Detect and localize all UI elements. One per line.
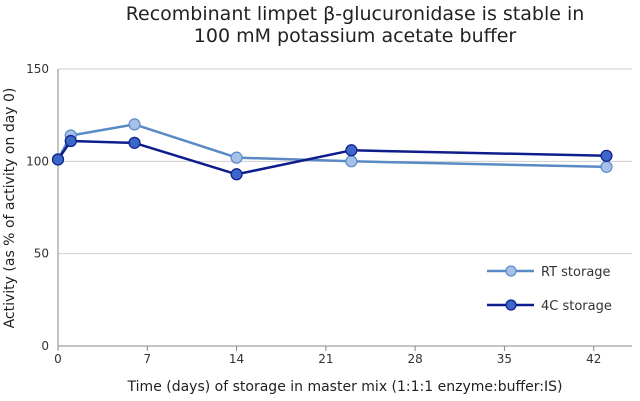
data-point-series-0: [345, 155, 358, 168]
y-tick-label: 50: [34, 247, 49, 261]
y-tick-label: 150: [26, 62, 49, 76]
x-tick-label: 42: [586, 352, 601, 366]
x-tick-label: 7: [143, 352, 151, 366]
y-tick-label: 100: [26, 154, 49, 168]
y-tick-label: 0: [41, 339, 49, 353]
chart-title-line-2: 100 mM potassium acetate buffer: [194, 25, 517, 47]
series-line-1: [56, 139, 607, 176]
y-axis-ticks: 0 50 100 150: [26, 62, 49, 353]
x-tick-label: 35: [497, 352, 512, 366]
chart-title-line-1: Recombinant limpet β-glucuronidase is st…: [126, 3, 585, 25]
x-axis-ticks: 0 7 14 21 28 35 42: [54, 346, 601, 366]
data-point-series-1: [51, 153, 65, 166]
legend-label-1: 4C storage: [541, 299, 612, 314]
y-axis-label: Activity (as % of activity on day 0): [2, 88, 18, 329]
data-point-series-1: [600, 149, 613, 162]
x-tick-label: 28: [408, 352, 423, 366]
legend-swatch-marker-1: [505, 299, 517, 311]
data-point-series-1: [230, 168, 243, 181]
data-point-series-1: [64, 134, 77, 148]
data-point-series-0: [600, 160, 613, 173]
series-layer: [51, 118, 613, 181]
x-tick-label: 0: [54, 352, 62, 366]
x-axis-label: Time (days) of storage in master mix (1:…: [127, 379, 563, 395]
axes: [57, 69, 632, 347]
x-tick-label: 21: [318, 352, 333, 366]
data-point-series-1: [345, 144, 358, 157]
legend: RT storage 4C storage: [487, 265, 612, 314]
legend-swatch-marker-0: [505, 265, 517, 277]
x-tick-label: 14: [229, 352, 244, 366]
data-point-series-0: [230, 151, 243, 164]
legend-label-0: RT storage: [541, 265, 611, 280]
data-point-series-1: [128, 136, 141, 149]
data-point-series-0: [128, 118, 141, 131]
